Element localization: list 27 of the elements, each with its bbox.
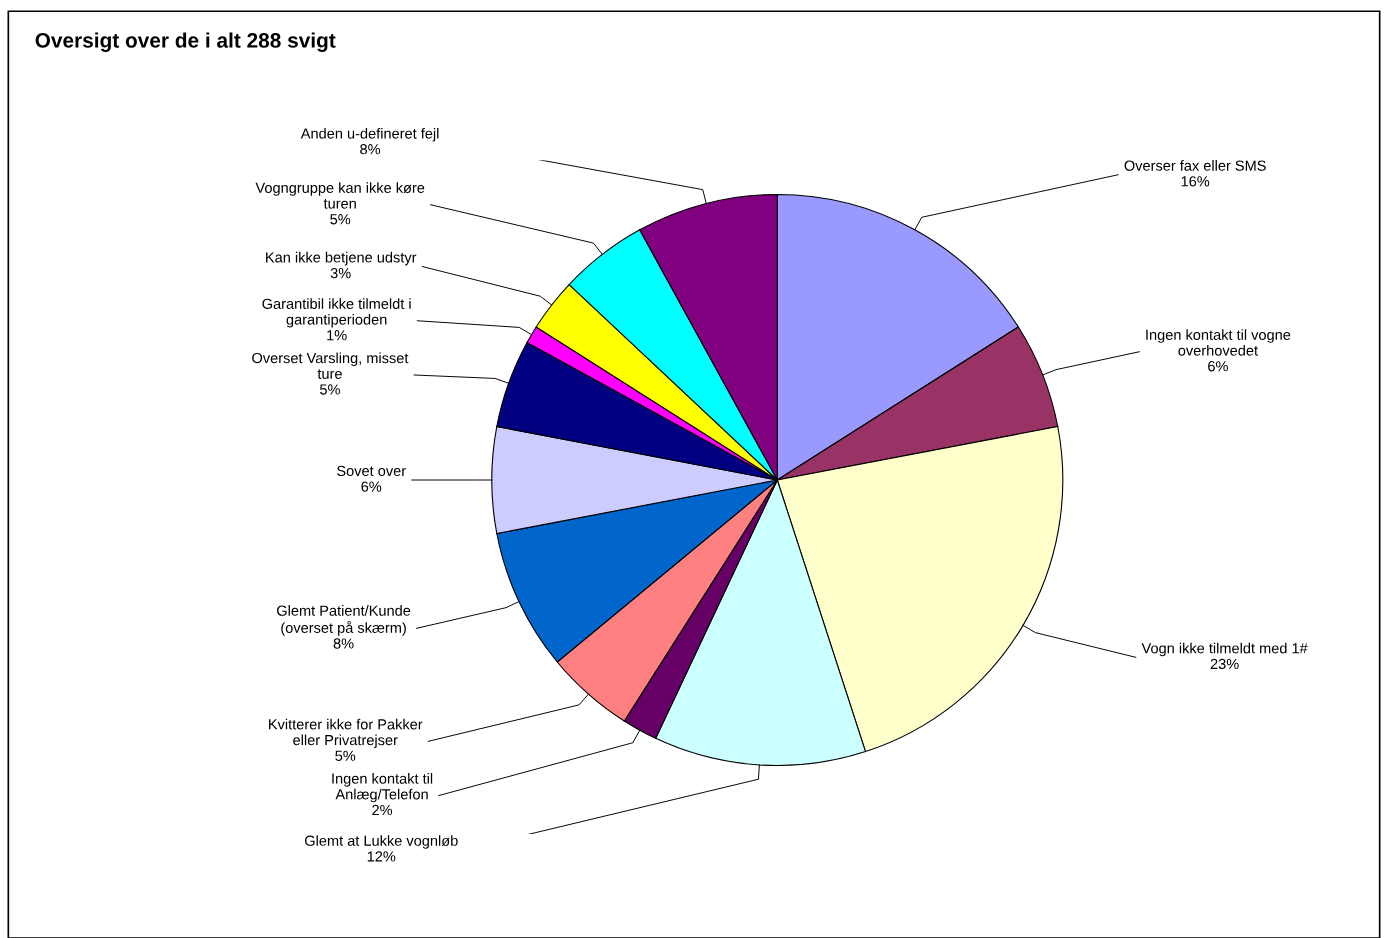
data-label: 1% — [327, 330, 347, 341]
slice-label: Glemt at Lukke vognløb — [305, 835, 458, 849]
slice-label: Vogn ikke tilmeldt med 1# — [1141, 642, 1308, 657]
slice-label: Overset Varsling, misset ture — [252, 352, 409, 379]
chart-title: Oversigt over de i alt 288 svigt — [35, 32, 336, 52]
slice-label: Glemt Patient/Kunde (overset på skærm) — [277, 605, 411, 636]
slice-label: Overser fax eller SMS — [1124, 160, 1266, 171]
data-label: 23% — [1210, 658, 1239, 670]
data-label: 5% — [319, 384, 340, 395]
slice-label: Sovet over — [337, 465, 406, 477]
data-label: 6% — [361, 481, 382, 492]
slice-label: Kvitterer ikke for Pakker eller Privatrejser — [269, 718, 423, 749]
slice-label: Vogngruppe kan ikke køre turen — [255, 182, 425, 209]
slice-label: Ingen kontakt til Anlæg/Telefon — [332, 773, 433, 803]
data-label: 8% — [360, 144, 381, 155]
data-label: 16% — [1181, 176, 1210, 187]
data-label: 8% — [333, 638, 354, 649]
data-label: 3% — [330, 267, 351, 279]
slice-label: Anden u-defineret fejl — [300, 127, 439, 142]
data-label: 6% — [1208, 361, 1228, 372]
slice-label: Kan ikke betjene udstyr — [266, 251, 417, 266]
data-label: 12% — [367, 851, 396, 862]
data-label: 5% — [330, 214, 351, 225]
data-label: 2% — [372, 804, 393, 816]
data-label: 5% — [335, 750, 356, 761]
slice-label: Ingen kontakt til vogne overhovedet — [1146, 329, 1291, 356]
slice-label: Garantibil ikke tilmeldt i garantiperioden — [262, 298, 411, 328]
